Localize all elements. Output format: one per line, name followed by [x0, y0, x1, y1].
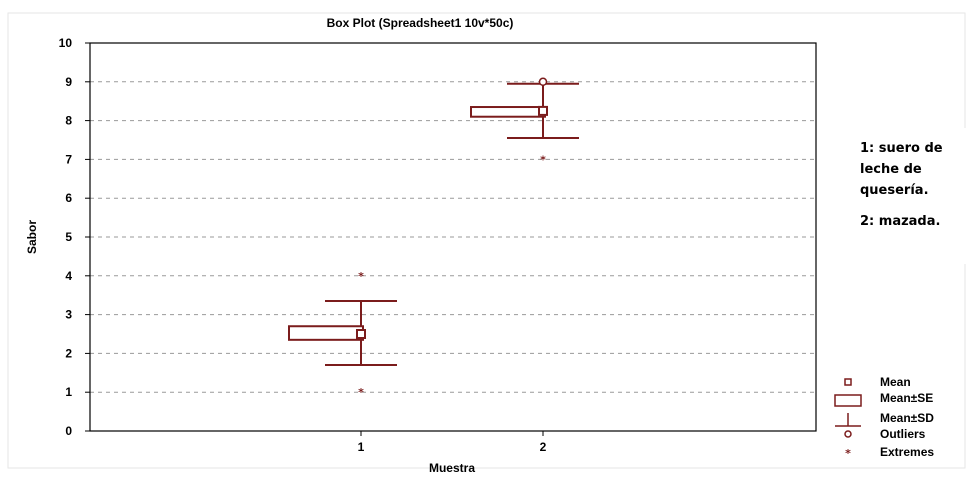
y-tick-label: 5	[65, 230, 72, 244]
legend-extreme-symbol: *	[845, 447, 851, 460]
y-tick-label: 7	[65, 152, 72, 166]
legend: Mean Mean±SE Mean±SD Outliers * Extremes	[834, 375, 934, 460]
y-tick-label: 6	[65, 191, 72, 205]
note-sample-2-line-1: 2: mazada.	[860, 214, 941, 229]
legend-item-star: * Extremes	[845, 445, 934, 460]
legend-outlier-symbol	[844, 430, 852, 438]
legend-label: Mean±SD	[880, 411, 934, 425]
grid-lines	[90, 81, 816, 393]
extreme-point: *	[540, 153, 546, 166]
chart-title: Box Plot (Spreadsheet1 10v*50c)	[327, 16, 514, 30]
y-axis-ticks: 0 1 2 3 4 5 6 7 8 9 10	[59, 36, 90, 438]
note-sample-1-line-2: leche de	[860, 162, 922, 177]
legend-label: Mean	[880, 375, 911, 389]
mean-marker	[538, 105, 548, 116]
x-axis-label: Muestra	[429, 461, 475, 475]
outlier-point	[538, 77, 548, 87]
legend-item-whisker: Mean±SD	[835, 411, 934, 427]
y-tick-label: 4	[65, 269, 72, 283]
legend-mean-symbol	[844, 378, 852, 386]
y-tick-label: 10	[59, 36, 73, 50]
legend-item-square: Mean	[844, 375, 911, 389]
figure-frame	[7, 12, 966, 469]
extreme-point: *	[358, 270, 364, 283]
y-tick-label: 1	[65, 385, 72, 399]
annotation-note: 1: suero de leche de quesería. 2: mazada…	[840, 128, 970, 264]
x-tick-label: 1	[358, 440, 365, 454]
box-group-2: *	[470, 77, 579, 166]
legend-se-symbol	[834, 394, 862, 407]
legend-label: Mean±SE	[880, 391, 933, 405]
y-tick-label: 2	[65, 346, 72, 360]
mean-marker	[356, 329, 366, 339]
y-tick-label: 8	[65, 114, 72, 128]
y-tick-label: 0	[65, 424, 72, 438]
note-sample-1-line-3: quesería.	[860, 183, 929, 198]
legend-label: Extremes	[880, 445, 934, 459]
box-series: ***	[288, 77, 579, 399]
note-sample-1: 1: suero de leche de quesería.	[860, 138, 970, 201]
legend-item-circle: Outliers	[844, 427, 926, 441]
note-sample-2: 2: mazada.	[860, 211, 970, 232]
y-tick-label: 3	[65, 308, 72, 322]
se-box	[470, 106, 546, 118]
y-tick-label: 9	[65, 75, 72, 89]
y-axis-label: Sabor	[25, 220, 39, 254]
legend-label: Outliers	[880, 427, 926, 441]
extreme-point: *	[358, 386, 364, 399]
note-sample-1-line-1: 1: suero de	[860, 141, 943, 156]
legend-item-box: Mean±SE	[834, 391, 933, 407]
box-group-1: **	[288, 270, 397, 399]
se-box	[288, 325, 364, 341]
x-tick-label: 2	[540, 440, 547, 454]
